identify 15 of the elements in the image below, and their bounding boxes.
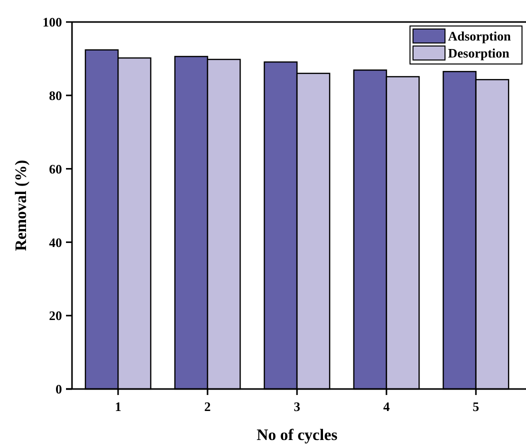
legend-label: Adsorption xyxy=(448,28,512,44)
y-tick-label: 40 xyxy=(49,234,62,250)
x-axis-title: No of cycles xyxy=(256,427,338,444)
y-tick-label: 60 xyxy=(49,161,62,176)
y-tick-label: 100 xyxy=(42,14,62,30)
x-tick-label: 3 xyxy=(294,399,301,414)
y-tick-label: 80 xyxy=(49,88,62,103)
y-tick-label: 0 xyxy=(56,382,62,397)
x-tick-label: 4 xyxy=(383,399,390,414)
x-tick-label: 1 xyxy=(114,399,122,414)
x-tick-label: 2 xyxy=(204,399,211,414)
y-axis-title: Removal (%) xyxy=(13,160,30,252)
y-tick-label: 20 xyxy=(49,308,62,324)
legend-label: Desorption xyxy=(448,46,510,61)
x-tick-label: 5 xyxy=(472,399,480,414)
